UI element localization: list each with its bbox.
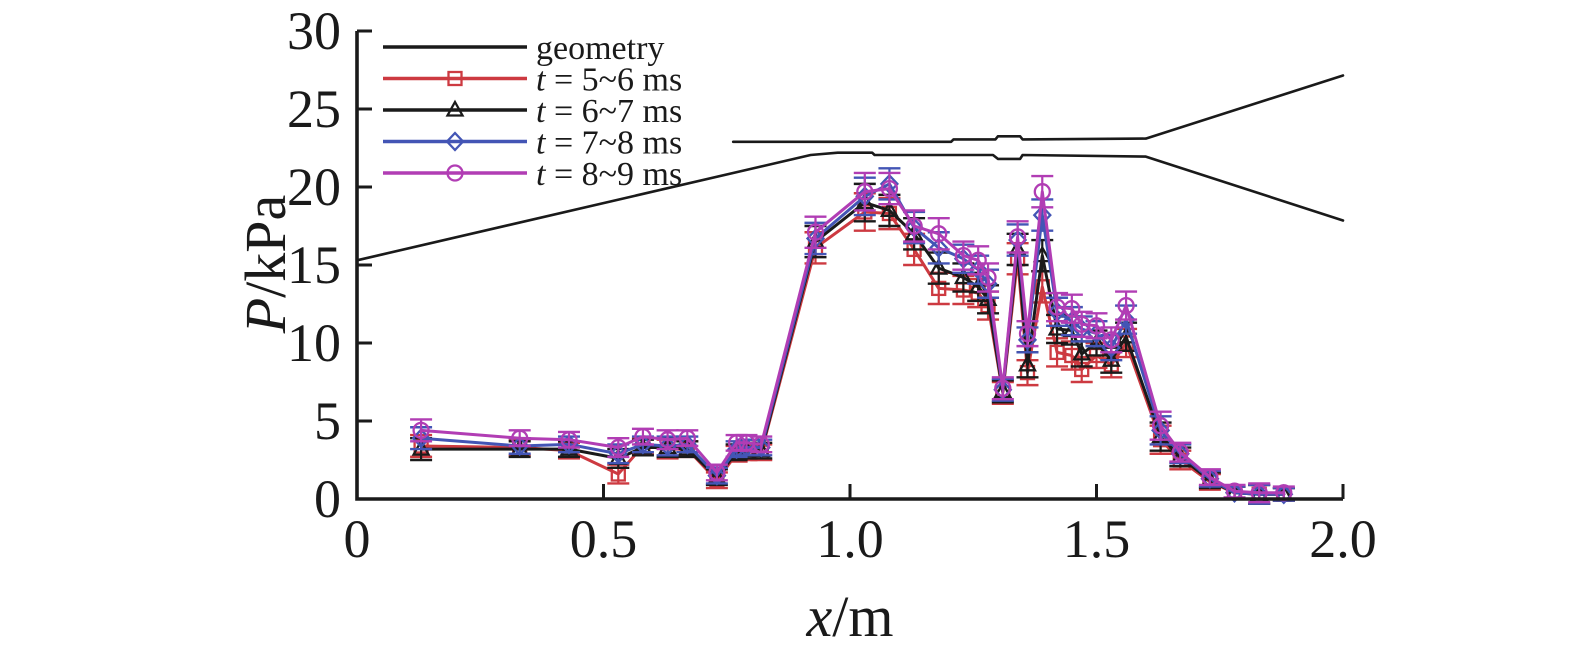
y-tick-label: 25 (287, 79, 341, 139)
x-tick-label: 0.5 (570, 509, 638, 569)
circle-marker (1087, 317, 1106, 335)
circle-marker (560, 431, 578, 449)
circle-marker (708, 463, 726, 482)
legend-entry-geometry: geometry (383, 30, 664, 67)
diamond-marker (727, 438, 747, 460)
diamond-marker (1224, 482, 1245, 503)
y-tick-label: 10 (287, 313, 341, 373)
circle-marker (609, 438, 627, 457)
diamond-marker (658, 435, 678, 457)
diamond-marker (1200, 468, 1220, 489)
legend-entry-series-3: t = 8~9 ms (383, 156, 682, 193)
diamond-marker (707, 465, 727, 486)
square-marker (1049, 344, 1065, 361)
y-tick-label: 0 (314, 469, 341, 529)
square-marker (1064, 347, 1080, 364)
diamond-marker (608, 443, 628, 464)
circle-marker (446, 164, 464, 182)
circle-marker (930, 225, 948, 243)
triangle-marker (1047, 318, 1067, 336)
triangle-marker (879, 200, 899, 218)
legend-entry-series-2: t = 7~8 ms (383, 125, 682, 162)
circle-marker (979, 268, 997, 287)
triangle-marker (929, 257, 949, 275)
circle-marker (511, 429, 529, 447)
series-1 (410, 182, 1295, 505)
y-tick-label: 20 (287, 157, 341, 217)
triangle-marker (1072, 343, 1092, 361)
circle-marker (1201, 468, 1219, 486)
legend-label: geometry (536, 30, 664, 67)
series-line (419, 210, 1286, 496)
circle-marker (1151, 417, 1170, 435)
legend-label: t = 6~7 ms (536, 93, 682, 130)
diamond-marker (929, 237, 949, 258)
circle-marker (1171, 443, 1189, 461)
circle-marker (905, 217, 923, 235)
triangle-marker (953, 267, 973, 285)
y-tick-label: 5 (314, 391, 341, 451)
triangle-marker (411, 438, 431, 456)
circle-marker (678, 429, 696, 447)
circle-marker (1008, 228, 1027, 246)
geometry-outline (355, 74, 1345, 262)
circle-marker (806, 223, 825, 241)
series-0 (410, 192, 1295, 505)
geometry-upper-wall (731, 74, 1345, 144)
x-tick-label: 1.0 (816, 509, 884, 569)
legend-label: t = 7~8 ms (536, 125, 682, 162)
circle-marker (634, 427, 652, 446)
square-marker (447, 70, 463, 87)
diamond-marker (677, 434, 697, 455)
circle-marker (752, 435, 770, 454)
legend-label: t = 8~9 ms (536, 156, 682, 193)
diamond-marker (445, 131, 465, 152)
triangle-marker (1101, 349, 1121, 367)
diamond-marker (1017, 329, 1038, 351)
axis-titles: P/kPa x/m (233, 195, 893, 649)
legend-entry-series-0: t = 5~6 ms (383, 62, 682, 99)
circle-marker (1063, 300, 1081, 318)
circle-marker (880, 179, 899, 198)
circle-marker (954, 246, 973, 265)
y-tick-label: 30 (287, 1, 341, 61)
y-axis-title: P/kPa (233, 195, 298, 335)
y-tick-label: 15 (287, 235, 341, 295)
circle-marker (969, 251, 987, 269)
triangle-marker (445, 99, 465, 117)
circle-marker (856, 183, 874, 201)
triangle-marker (1087, 332, 1106, 350)
legend-entry-series-1: t = 6~7 ms (383, 93, 682, 130)
x-tick-label: 1.5 (1063, 509, 1131, 569)
x-tick-label: 2.0 (1309, 509, 1377, 569)
circle-marker (658, 431, 677, 449)
legend-label: t = 5~6 ms (536, 62, 682, 99)
axis-frame (355, 31, 1343, 501)
circle-marker (727, 434, 746, 452)
series-line (419, 201, 1286, 496)
circle-marker (1033, 183, 1051, 201)
series-3 (410, 171, 1295, 504)
geometry-lower-wall (355, 151, 1345, 262)
circle-marker (1018, 324, 1037, 343)
circle-marker (994, 379, 1012, 397)
diamond-marker (1032, 204, 1052, 226)
circle-marker (1102, 331, 1120, 349)
x-axis-title: x/m (806, 584, 894, 649)
triangle-marker (1018, 354, 1037, 372)
data-series (410, 167, 1295, 505)
plot-axes (355, 29, 1345, 501)
x-tick-label: 0 (344, 509, 371, 569)
circle-marker (1117, 296, 1135, 315)
circle-marker (412, 421, 430, 440)
